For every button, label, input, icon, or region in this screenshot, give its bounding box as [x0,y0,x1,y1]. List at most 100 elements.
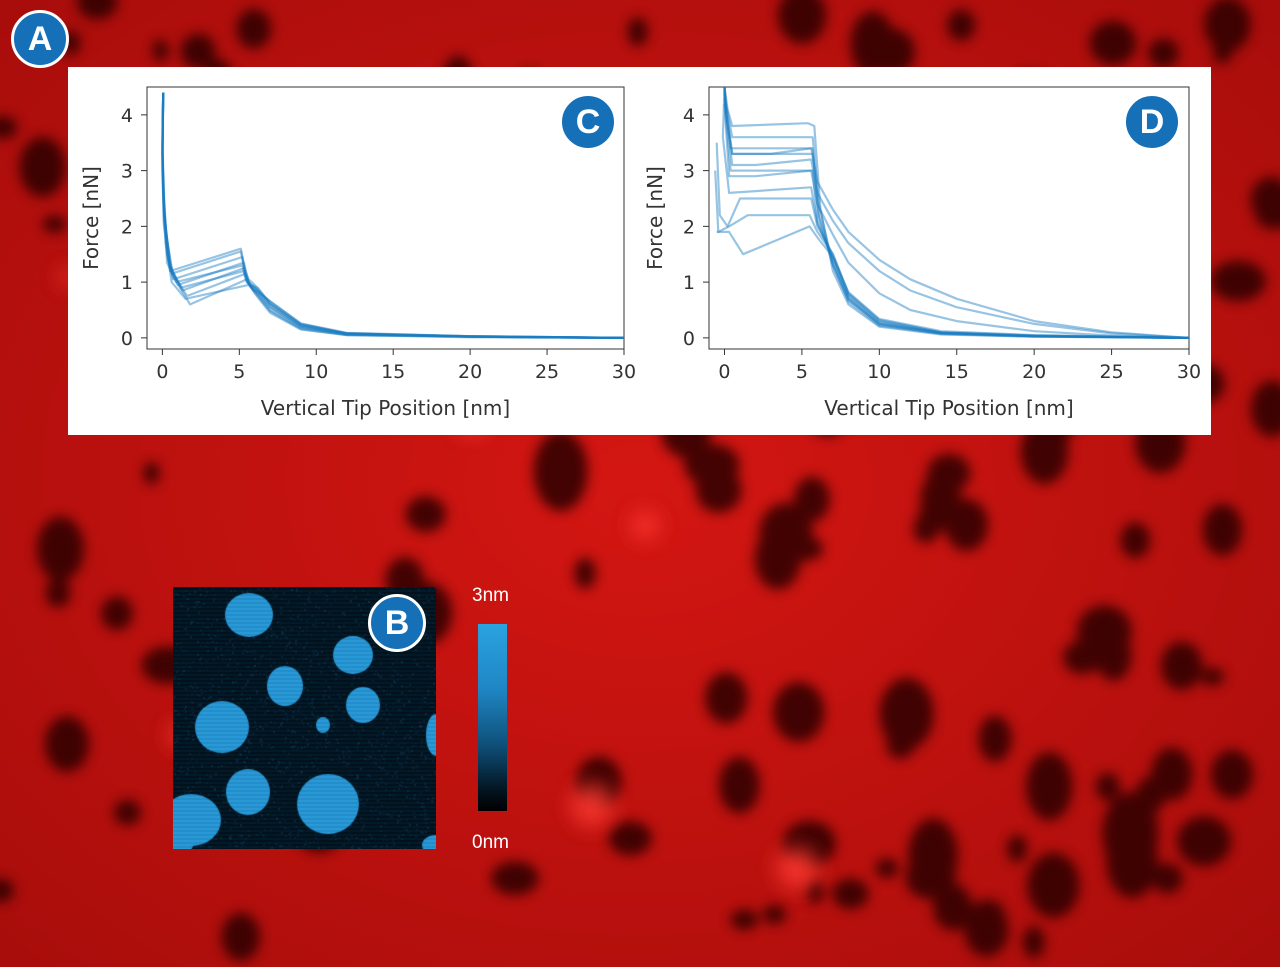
chart-d-ytick-label: 3 [683,161,695,183]
dark-domain [113,799,141,826]
chart-d-ytick-label: 0 [683,328,695,350]
chart-d-series-5 [721,87,1189,339]
dark-domain [1204,0,1251,52]
dark-domain [806,879,824,904]
dark-domain [1210,749,1254,800]
chart-d-xlabel: Vertical Tip Position [nm] [824,396,1073,420]
chart-c-ytick-label: 2 [121,216,133,238]
chart-c-series-group [161,92,624,339]
chart-c-xtick-label: 25 [535,361,559,383]
dark-domain [978,715,1012,762]
dark-domain [45,716,89,772]
dark-domain [0,878,14,903]
dark-domain [947,9,976,41]
chart-d-xtick-label: 0 [718,361,730,383]
dark-domain [1026,752,1073,821]
dark-domain [143,461,160,485]
height-colorbar [478,624,507,811]
dark-domain [875,858,899,879]
dark-domain [1250,380,1280,437]
colorbar-max-label: 3nm [472,585,509,606]
chart-d-ylabel: Force [nN] [643,166,667,270]
chart-c-ytick-label: 3 [121,161,133,183]
chart-c-series-1 [161,92,624,339]
chart-d-series-9 [723,92,1189,339]
dark-domain [1177,816,1232,867]
chart-d-ytick-label: 1 [683,272,695,294]
panel-b-badge: B [368,594,426,652]
dark-domain [221,912,261,961]
dark-domain [1076,605,1132,658]
dark-domain [718,756,760,814]
chart-d-xtick-label: 15 [945,361,969,383]
chart-d-series-7 [714,170,1189,339]
chart-d-series-2 [723,87,1189,339]
chart-d-series-6 [715,142,1189,339]
dark-domain [180,33,216,69]
dark-domain [920,472,961,524]
chart-c-xtick-label: 5 [233,361,245,383]
chart-d-ytick-label: 2 [683,216,695,238]
dark-domain [789,536,824,561]
panel-d-badge: D [1123,93,1181,151]
dark-domain [574,557,596,589]
dark-domain [1027,852,1080,918]
chart-d-series-4 [723,87,1189,339]
chart-d-series-8 [716,225,1189,339]
chart-d-series-group [714,87,1189,339]
dark-domain [1250,177,1280,221]
dark-domain [1135,776,1166,814]
chart-c-series-5 [161,92,624,339]
chart-c-series-8 [161,92,624,339]
chart-d-series-11 [723,103,1189,339]
dark-domain [879,693,920,726]
chart-c-ytick-label: 0 [121,328,133,350]
dark-domain [1007,834,1028,863]
dark-domain [491,861,539,896]
dark-domain [1148,38,1179,68]
dark-domain [608,821,652,856]
force-curves-panel: 0 5 10 15 20 25 30 0 1 2 3 4 Vertical Tip Position [… [68,67,1211,435]
dark-domain [1089,20,1137,66]
chart-c-xtick-label: 10 [304,361,328,383]
chart-c-xtick-label: 15 [381,361,405,383]
dark-domain [705,672,748,724]
dark-domain [533,430,588,512]
dark-domain [1160,641,1203,691]
dark-domain [886,733,915,759]
dark-domain [627,17,648,47]
chart-d-ytick-label: 4 [683,105,695,127]
chart-c-xtick-label: 20 [458,361,482,383]
chart-c-xlabel: Vertical Tip Position [nm] [261,396,510,420]
chart-d-series-12 [723,87,1189,339]
dark-domain [777,0,827,44]
chart-c-series-4 [161,92,624,339]
colorbar-min-label: 0nm [472,832,509,853]
dark-domain [754,528,801,590]
chart-c-series-3 [161,92,624,339]
dark-domain [19,136,66,198]
chart-c-series-7 [161,92,624,339]
dark-domain [832,878,869,909]
dark-domain [42,215,67,233]
chart-c-ylabel: Force [nN] [79,166,103,270]
chart-c-frame [146,86,625,350]
chart-c: 0 5 10 15 20 25 30 0 1 2 3 4 Vertical Tip Position [… [79,86,636,420]
dark-domain [1102,792,1159,874]
bright-spot [631,511,660,540]
dark-domain [1152,863,1183,894]
chart-c-series-6 [161,92,624,339]
dark-domain [0,116,18,139]
dark-domain [913,514,939,544]
dark-domain [964,904,1009,957]
dark-domain [1020,418,1069,485]
chart-c-series-10 [161,92,624,339]
chart-d-xtick-label: 20 [1022,361,1046,383]
dark-domain [850,11,895,77]
dark-domain [152,39,169,62]
dark-domain [762,904,787,925]
dark-domain [1202,503,1243,556]
chart-d-xtick-label: 10 [867,361,891,383]
panel-a-badge: A [11,10,69,68]
dark-domain [933,884,973,931]
